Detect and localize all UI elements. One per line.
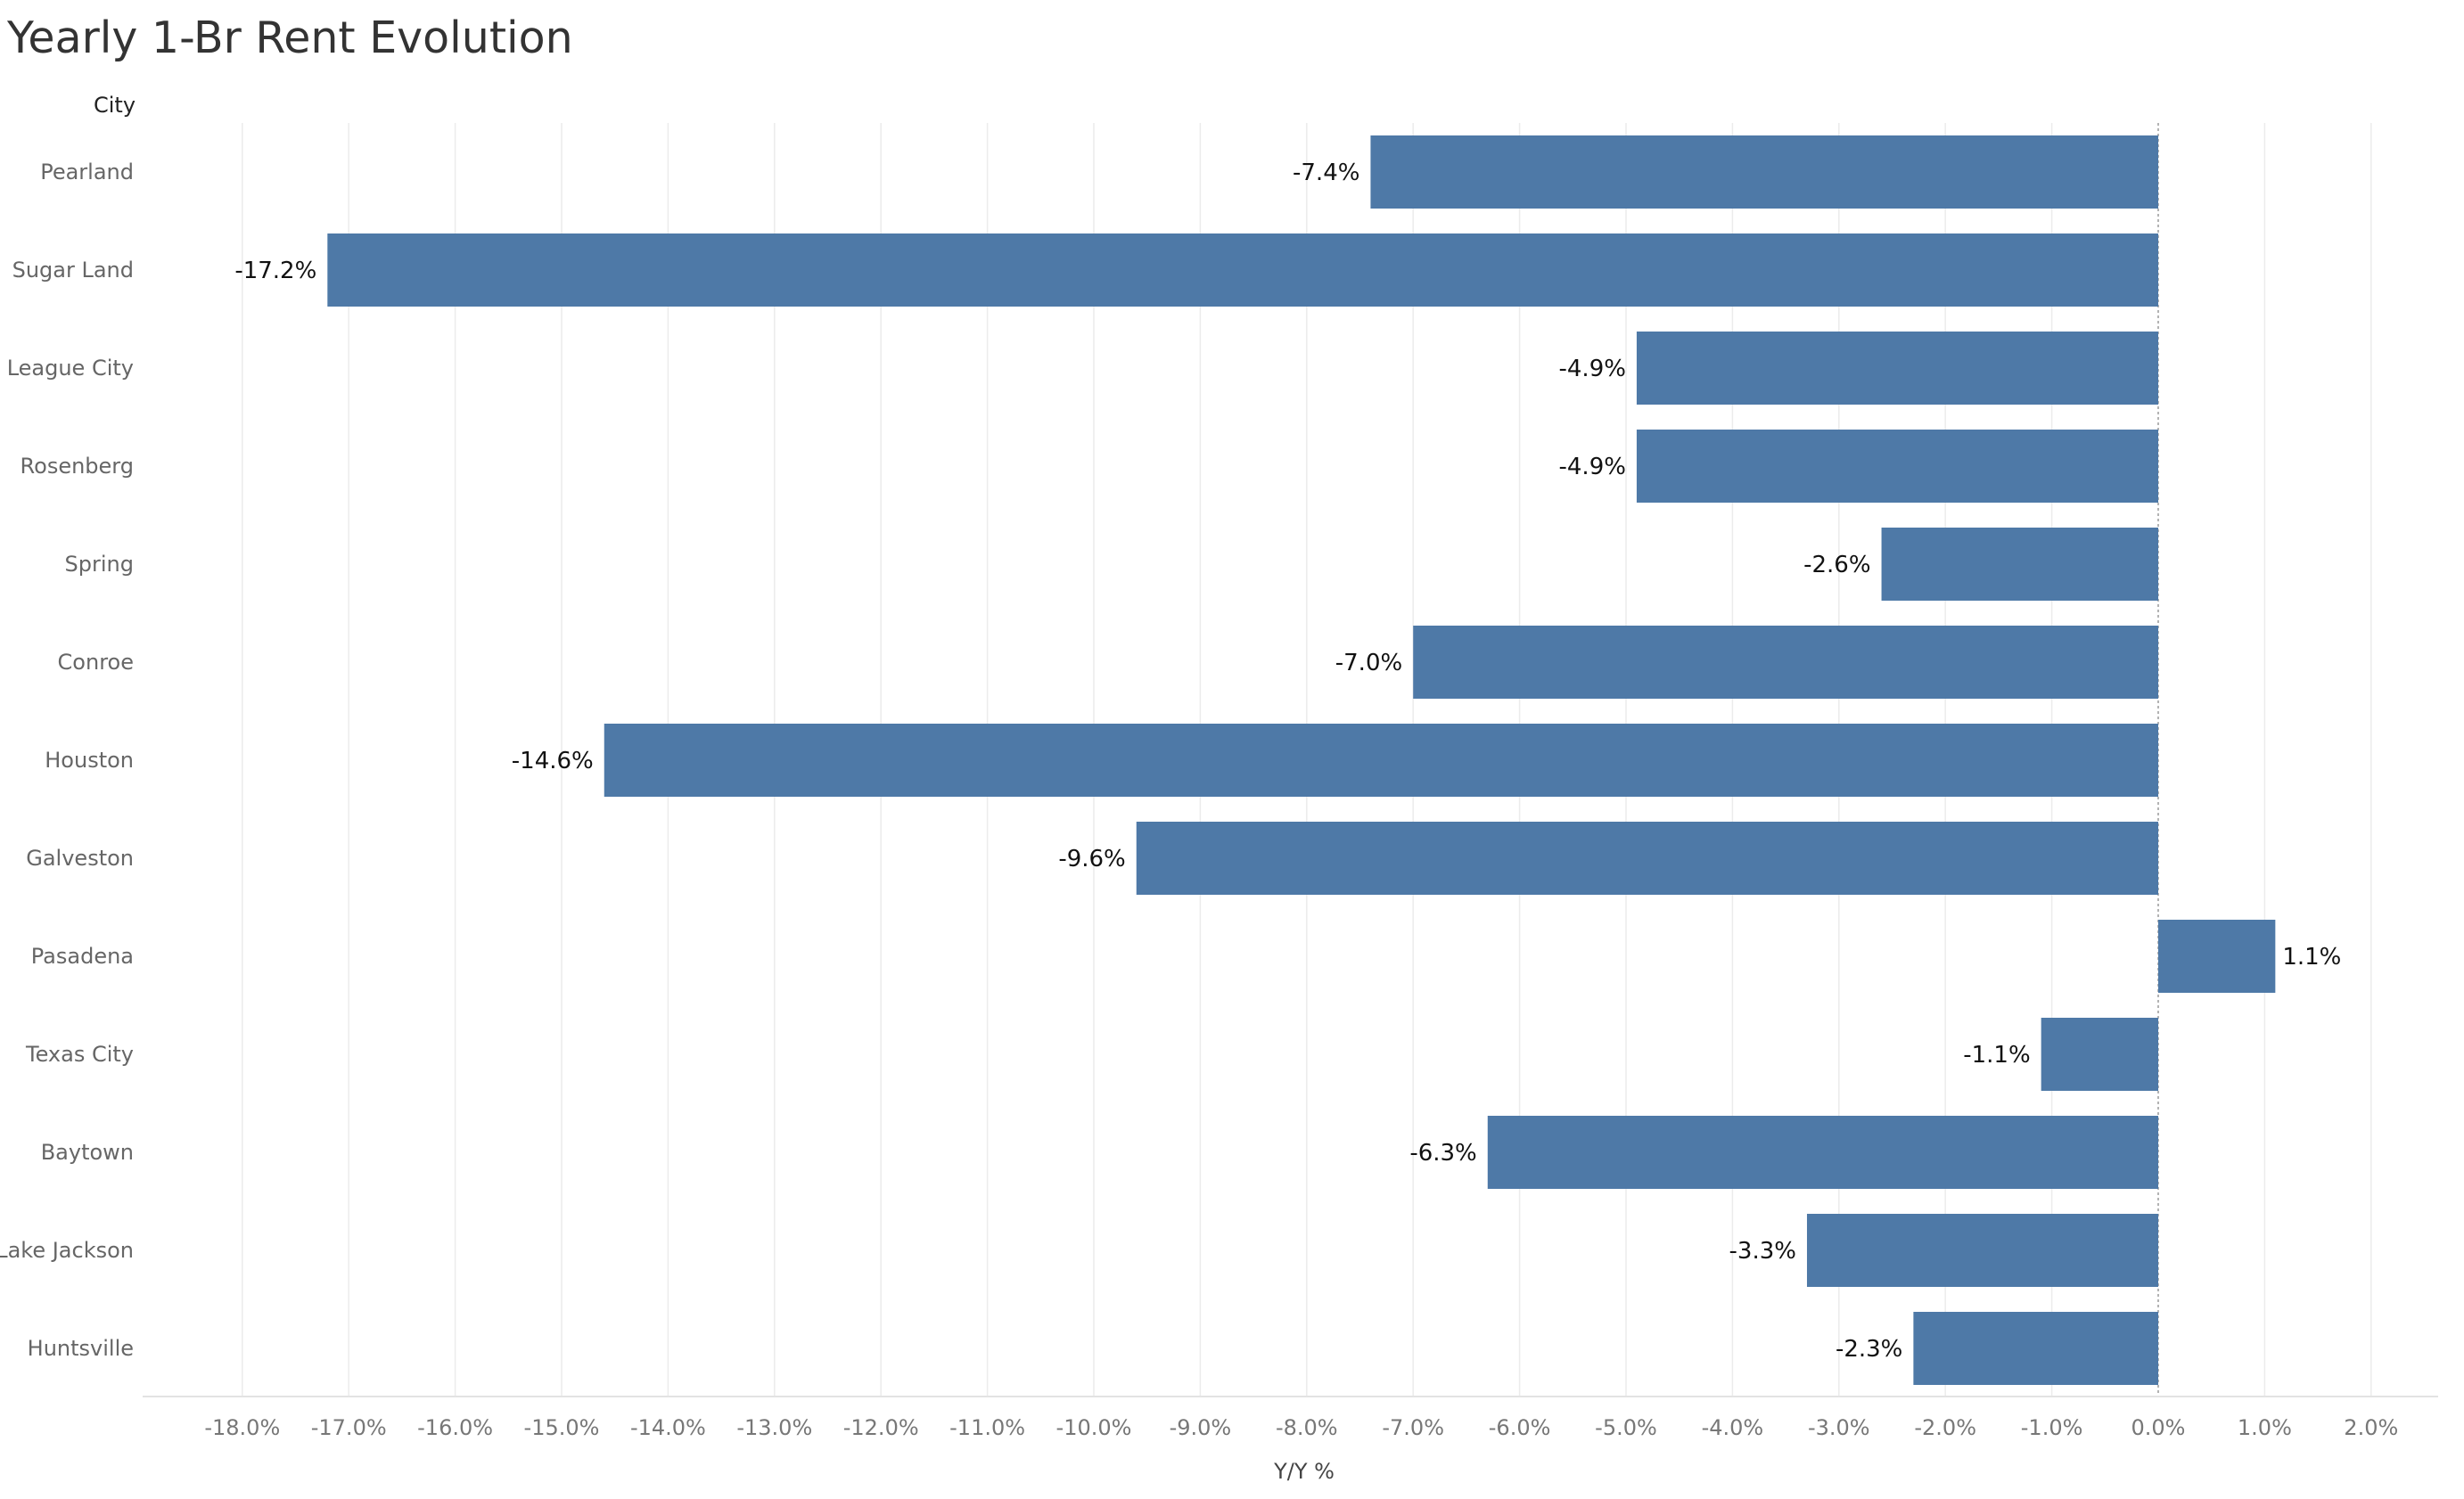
data-label: -4.9% [1559, 454, 1626, 480]
bar [327, 233, 2158, 307]
category-label: Houston [45, 748, 134, 773]
x-tick-label: -5.0% [1595, 1415, 1657, 1440]
bar [2158, 920, 2276, 993]
row-header-city: City [94, 93, 136, 118]
category-label: Conroe [58, 650, 134, 675]
x-tick-label: -9.0% [1170, 1415, 1232, 1440]
category-label: Texas City [25, 1042, 134, 1067]
x-tick-label: -4.0% [1702, 1415, 1764, 1440]
x-tick-label: -6.0% [1489, 1415, 1551, 1440]
category-label: League City [7, 356, 134, 381]
data-label: -7.0% [1335, 650, 1402, 676]
x-tick-label: -18.0% [204, 1415, 280, 1440]
bar [1636, 332, 2158, 405]
bar [1413, 626, 2158, 699]
bar [604, 724, 2158, 797]
category-label: Spring [65, 552, 134, 577]
bars [327, 135, 2276, 1385]
x-tick-label: -3.0% [1808, 1415, 1870, 1440]
category-label: Sugar Land [12, 258, 134, 283]
data-label: -1.1% [1963, 1042, 2030, 1069]
category-label: Baytown [41, 1140, 134, 1165]
labels: -18.0% -17.0% -16.0% -15.0% -14.0% -13.0% -12.… [0, 160, 2398, 1440]
data-label: -9.6% [1058, 846, 1125, 872]
x-tick-label: 1.0% [2238, 1415, 2292, 1440]
data-label: -2.6% [1803, 552, 1870, 578]
data-label: -3.3% [1729, 1238, 1796, 1265]
bar [1136, 822, 2158, 895]
category-label: Rosenberg [21, 454, 134, 479]
category-label: Galveston [26, 846, 134, 871]
x-tick-label: -15.0% [524, 1415, 600, 1440]
data-label: 1.1% [2282, 944, 2341, 971]
category-label: Pasadena [31, 944, 134, 969]
x-tick-label: -16.0% [417, 1415, 493, 1440]
data-label: -14.6% [512, 748, 594, 774]
x-tick-label: 2.0% [2344, 1415, 2398, 1440]
x-tick-label: -10.0% [1056, 1415, 1132, 1440]
x-tick-label: -14.0% [630, 1415, 706, 1440]
bar [2041, 1018, 2158, 1091]
data-label: -17.2% [234, 258, 316, 284]
bar [1487, 1116, 2158, 1189]
x-axis-title: Y/Y % [1273, 1459, 1335, 1484]
data-label: -4.9% [1559, 356, 1626, 382]
data-label: -6.3% [1409, 1140, 1476, 1167]
data-label: -2.3% [1836, 1336, 1902, 1363]
chart-title: Yearly 1-Br Rent Evolution [7, 12, 573, 63]
data-label: -7.4% [1293, 160, 1359, 186]
category-label: Pearland [40, 160, 134, 184]
bar [1636, 430, 2158, 503]
x-tick-label: 0.0% [2131, 1415, 2186, 1440]
bar [1806, 1214, 2158, 1287]
x-tick-label: -8.0% [1276, 1415, 1338, 1440]
bar [1881, 528, 2158, 601]
bar [1913, 1312, 2158, 1385]
x-tick-label: -2.0% [1914, 1415, 1976, 1440]
x-tick-label: -13.0% [736, 1415, 812, 1440]
x-tick-label: -7.0% [1382, 1415, 1444, 1440]
x-tick-label: -12.0% [843, 1415, 919, 1440]
x-tick-label: -11.0% [949, 1415, 1025, 1440]
x-tick-label: -1.0% [2021, 1415, 2083, 1440]
bar [1370, 135, 2158, 209]
x-tick-label: -17.0% [311, 1415, 387, 1440]
category-label: Huntsville [28, 1336, 134, 1361]
category-label: Lake Jackson [0, 1238, 134, 1263]
